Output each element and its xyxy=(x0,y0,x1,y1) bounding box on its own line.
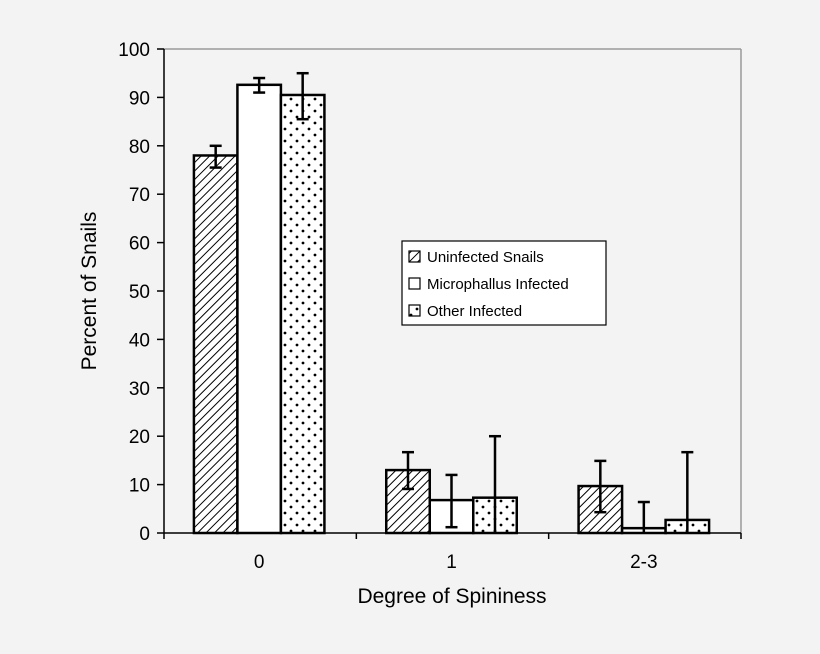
bar-0-0 xyxy=(192,154,239,535)
x-axis-label: Degree of Spininess xyxy=(357,585,546,608)
y-tick-label: 50 xyxy=(129,282,150,303)
x-tick-label: 2-3 xyxy=(630,552,657,573)
y-axis-label: Percent of Snails xyxy=(78,212,101,371)
legend-swatch-microphallus xyxy=(408,277,421,290)
y-tick-label: 30 xyxy=(129,379,150,400)
y-tick-label: 20 xyxy=(129,427,150,448)
legend-label-uninfected: Uninfected Snails xyxy=(427,249,544,266)
y-tick-label: 90 xyxy=(129,88,150,109)
bar-1-0 xyxy=(236,83,283,535)
x-tick-label: 1 xyxy=(446,552,457,573)
y-tick-label: 10 xyxy=(129,476,150,497)
y-tick-label: 0 xyxy=(139,524,150,545)
y-tick-label: 60 xyxy=(129,234,150,255)
bar-2-0 xyxy=(279,93,326,535)
legend-label-other: Other Infected xyxy=(427,303,522,320)
legend: Uninfected Snails Microphallus Infected … xyxy=(401,240,607,326)
legend-swatch-other xyxy=(408,304,421,317)
legend-box xyxy=(401,240,607,326)
x-tick-label: 0 xyxy=(254,552,265,573)
legend-swatch-uninfected xyxy=(408,250,421,263)
y-tick-label: 40 xyxy=(129,330,150,351)
y-tick-label: 100 xyxy=(118,40,150,61)
legend-label-microphallus: Microphallus Infected xyxy=(427,276,569,293)
y-tick-label: 80 xyxy=(129,137,150,158)
y-tick-label: 70 xyxy=(129,185,150,206)
